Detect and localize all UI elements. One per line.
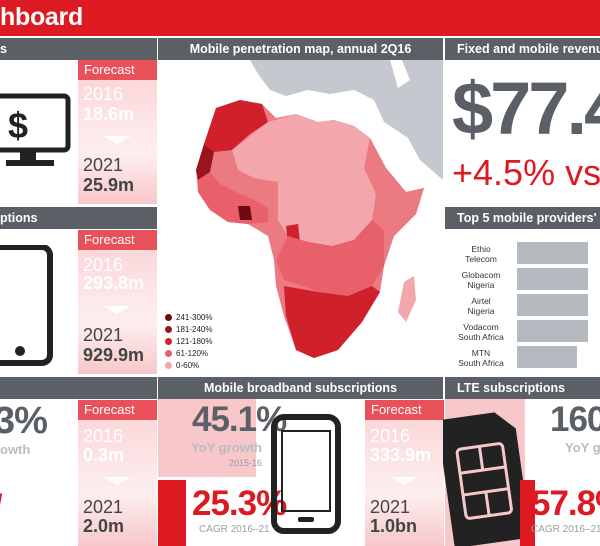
lte-cagr-label: CAGR 2016–21 [531,524,600,535]
cagr-years-text: 2016–21 [230,524,270,535]
legend-item: 121-180% [165,337,212,346]
svg-text:$: $ [8,105,28,146]
cagr-accent-bar [158,480,186,546]
down-arrow-icon [103,477,131,485]
down-arrow-icon [103,306,131,314]
legend-label: 0-60% [176,361,200,370]
provider-bar [517,294,588,316]
section-title-mobile-subs: ptions [0,207,157,229]
provider-name: MTN [471,348,491,358]
mbb-cagr-label: CAGR 2016–21 [199,524,270,535]
section-title-providers: Top 5 mobile providers' a [445,207,600,229]
section-title-mbb: Mobile broadband subscriptions [158,377,443,399]
sim-card-icon [443,412,525,546]
legend-swatch [165,350,172,357]
provider-label: Globacom Nigeria [452,270,510,290]
legend-label: 121-180% [176,337,213,346]
provider-country: South Africa [458,358,504,368]
mbb-growth-years: 2015-16 [228,458,262,468]
provider-label: MTN South Africa [452,348,510,368]
lte-growth-label: YoY g [565,440,600,455]
forecast-year-2016: 2016 [83,255,124,275]
forecast-year-2021: 2021 [83,497,124,517]
monitor-icon: $ [0,93,71,166]
legend-item: 0-60% [165,361,199,370]
legend-label: 241-300% [176,313,213,322]
lte-growth: 160 [550,400,600,439]
legend-item: 181-240% [165,325,212,334]
provider-country: South Africa [458,332,504,342]
provider-bar [517,320,588,342]
cagr-percent-partial: / [0,488,3,531]
tablet-icon [0,245,53,366]
provider-label: Vodacom South Africa [452,322,510,342]
africa-penetration-map [158,60,443,374]
forecast-value-2016: 293.8m [83,273,145,293]
forecast-value-2021: 1.0bn [370,516,418,536]
section-title-lte: LTE subscriptions [445,377,600,399]
smartphone-icon [271,414,341,534]
provider-bar [517,242,588,264]
provider-name: Ethio [471,244,491,254]
forecast-year-2021: 2021 [83,325,124,345]
forecast-label: Forecast [365,400,444,420]
provider-name: Airtel [471,296,491,306]
forecast-year-2016: 2016 [83,84,124,104]
growth-percent: 3% [0,400,48,442]
dashboard-header: hboard [0,0,600,36]
provider-country: Nigeria [467,280,495,290]
provider-bar [517,268,588,290]
forecast-label: Forecast [78,60,157,80]
cagr-accent-bar [520,480,535,546]
provider-country: Telecom [465,254,497,264]
forecast-year-2016: 2016 [83,426,124,446]
legend-swatch [165,326,172,333]
legend-swatch [165,362,172,369]
mbb-growth-label: YoY growth [190,440,262,455]
legend-label: 61-120% [176,349,209,358]
provider-label: Ethio Telecom [452,244,510,264]
section-title-fixed: s [0,38,157,60]
legend-item: 61-120% [165,349,208,358]
section-title-revenue: Fixed and mobile revenue [445,38,600,60]
forecast-year-2021: 2021 [83,155,124,175]
revenue-change: +4.5% vs [452,152,600,193]
growth-panel [158,399,256,477]
provider-label: Airtel Nigeria [452,296,510,316]
growth-label: owth [0,442,31,457]
dashboard-title: hboard [0,3,83,31]
legend-item: 241-300% [165,313,212,322]
cagr-label-text: CAGR [199,524,228,535]
provider-name: Vodacom [463,322,499,332]
forecast-label: Forecast [78,230,157,250]
down-arrow-icon [390,477,418,485]
down-arrow-icon [103,136,131,144]
legend-swatch [165,314,172,321]
forecast-year-2021: 2021 [370,497,411,517]
provider-name: Globacom [461,270,501,280]
forecast-value-2016: 0.3m [83,445,125,465]
forecast-year-2016: 2016 [370,426,411,446]
legend-label: 181-240% [176,325,213,334]
section-title-map: Mobile penetration map, annual 2Q16 [158,38,443,60]
cagr-label-text: CAGR [531,524,560,535]
forecast-value-2016: 18.6m [83,104,135,124]
revenue-amount: $77.4 [452,67,600,150]
section-title-left-bottom [0,377,157,399]
forecast-value-2016: 333.9m [370,445,432,465]
forecast-value-2021: 2.0m [83,516,125,536]
forecast-value-2021: 25.9m [83,175,135,195]
lte-cagr: 57.8% [531,484,600,523]
provider-bar [517,346,577,368]
forecast-value-2021: 929.9m [83,345,145,365]
provider-country: Nigeria [467,306,495,316]
forecast-label: Forecast [78,400,157,420]
cagr-years-text: 2016–21 [562,524,600,535]
legend-swatch [165,338,172,345]
